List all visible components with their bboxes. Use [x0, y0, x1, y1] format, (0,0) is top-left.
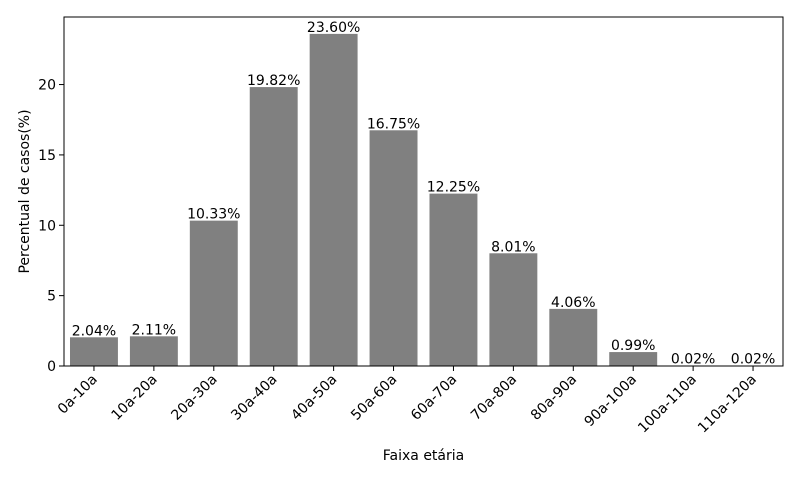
x-tick-label-110a-120a: 110a-120a: [695, 372, 760, 437]
data-label-60a-70a: 12.25%: [427, 180, 480, 196]
x-tick-label-70a-80a: 70a-80a: [468, 372, 520, 424]
x-tick-label-30a-40a: 30a-40a: [228, 372, 280, 424]
bar-0a-10a: [69, 337, 118, 366]
x-tick-label-100a-110a: 100a-110a: [635, 372, 700, 437]
bar-10a-20a: [129, 336, 178, 366]
data-label-80a-90a: 4.06%: [551, 295, 595, 311]
x-tick-label-80a-90a: 80a-90a: [528, 372, 580, 424]
y-tick-label-5: 5: [47, 289, 56, 305]
data-label-100a-110a: 0.02%: [671, 352, 715, 368]
y-tick-label-20: 20: [38, 78, 56, 94]
y-tick-label-10: 10: [38, 218, 56, 234]
data-label-50a-60a: 16.75%: [367, 116, 420, 132]
data-label-40a-50a: 23.60%: [307, 20, 360, 36]
bar-20a-30a: [189, 220, 238, 366]
y-axis-label: Percentual de casos(%): [17, 109, 33, 273]
x-axis-label: Faixa etária: [383, 448, 464, 464]
bar-30a-40a: [249, 87, 298, 366]
x-axis: 0a-10a 10a-20a 20a-30a 30a-40a 40a-50a 50a-60…: [55, 366, 760, 436]
data-label-90a-100a: 0.99%: [611, 338, 655, 354]
x-tick-label-50a-60a: 50a-60a: [348, 372, 400, 424]
plot-frame: [63, 16, 784, 367]
data-label-110a-120a: 0.02%: [731, 352, 775, 368]
x-tick-label-0a-10a: 0a-10a: [55, 372, 101, 418]
data-label-0a-10a: 2.04%: [72, 323, 116, 339]
x-tick-label-90a-100a: 90a-100a: [582, 372, 641, 431]
bar-80a-90a: [549, 308, 598, 366]
data-label-20a-30a: 10.33%: [187, 207, 240, 223]
x-tick-label-10a-20a: 10a-20a: [108, 372, 160, 424]
data-label-10a-20a: 2.11%: [132, 322, 176, 338]
bar-60a-70a: [429, 193, 478, 366]
x-tick-label-60a-70a: 60a-70a: [408, 372, 460, 424]
data-label-70a-80a: 8.01%: [491, 239, 535, 255]
bar-40a-50a: [309, 33, 358, 367]
bar-50a-60a: [369, 130, 418, 366]
data-labels-group: 2.04% 2.11% 10.33% 19.82% 23.60% 16.75% 12.25%…: [72, 20, 776, 368]
x-tick-label-40a-50a: 40a-50a: [288, 372, 340, 424]
bar-90a-100a: [609, 352, 658, 366]
y-axis: 0 5 10 15 20: [38, 78, 64, 375]
y-tick-label-0: 0: [47, 359, 56, 375]
x-tick-label-20a-30a: 20a-30a: [168, 372, 220, 424]
data-label-30a-40a: 19.82%: [247, 73, 300, 89]
bar-70a-80a: [489, 253, 538, 366]
y-tick-label-15: 15: [38, 148, 56, 164]
bars-group: [69, 33, 778, 367]
